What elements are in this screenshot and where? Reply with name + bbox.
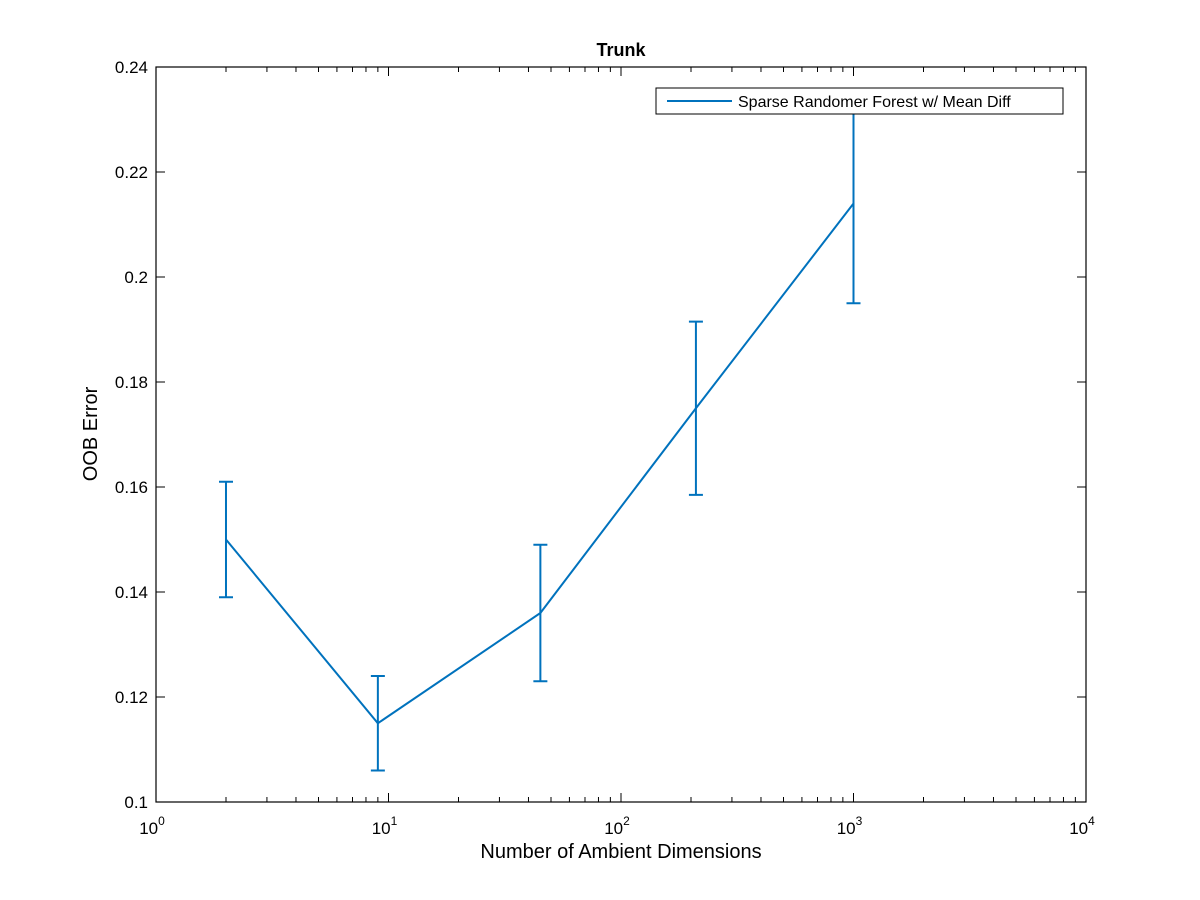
x-tick-base: 10 [1069,819,1088,838]
x-tick-exponent: 2 [623,814,630,828]
x-tick-base: 10 [837,819,856,838]
y-tick-label: 0.16 [115,478,148,497]
x-tick-exponent: 3 [856,814,863,828]
x-tick-label: 104 [1069,814,1095,838]
x-axis-label: Number of Ambient Dimensions [480,841,761,863]
x-tick-label: 100 [139,814,165,838]
y-tick-label: 0.12 [115,688,148,707]
legend-label: Sparse Randomer Forest w/ Mean Diff [738,94,1011,111]
legend: Sparse Randomer Forest w/ Mean Diff [655,87,1064,115]
y-tick-label: 0.24 [115,58,148,77]
y-tick-label: 0.1 [124,793,148,812]
x-tick-exponent: 0 [158,814,165,828]
x-tick-exponent: 1 [391,814,398,828]
y-tick-label: 0.18 [115,373,148,392]
y-tick-label: 0.2 [124,268,148,287]
x-tick-label: 102 [604,814,630,838]
x-tick-base: 10 [372,819,391,838]
x-tick-base: 10 [139,819,158,838]
x-tick-label: 103 [837,814,863,838]
x-tick-base: 10 [604,819,623,838]
y-tick-label: 0.14 [115,583,148,602]
y-tick-label: 0.22 [115,163,148,182]
y-axis-label: OOB Error [80,386,102,481]
series-layer [218,102,861,772]
plot-area [156,67,1086,802]
chart-title: Trunk [596,40,646,60]
x-tick-exponent: 4 [1088,814,1095,828]
x-tick-label: 101 [372,814,398,838]
